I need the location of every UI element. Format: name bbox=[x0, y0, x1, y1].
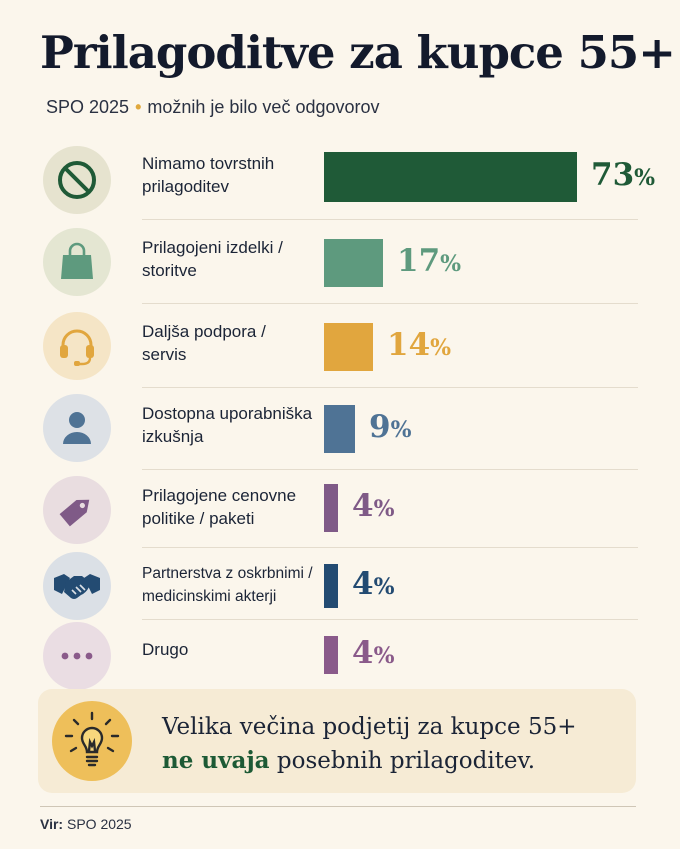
chart-row: Prilagojene cenovne politike / paketi 4% bbox=[0, 472, 680, 548]
bar-category-label: Daljša podpora / servis bbox=[142, 320, 322, 366]
bar bbox=[324, 564, 338, 608]
bar bbox=[324, 239, 383, 287]
bar-category-label: Prilagojene cenovne politike / paketi bbox=[142, 484, 322, 530]
value-percent-sign: % bbox=[440, 251, 462, 277]
category-label-line: izkušnja bbox=[142, 427, 204, 446]
value-number: 14 bbox=[387, 327, 431, 363]
value-number: 17 bbox=[397, 243, 441, 279]
bar-value-label: 73% bbox=[591, 157, 655, 193]
bar-value-label: 4% bbox=[352, 488, 394, 524]
value-percent-sign: % bbox=[373, 574, 395, 600]
footer-divider bbox=[40, 806, 636, 807]
category-label-line: medicinskimi akterji bbox=[142, 588, 277, 605]
bar-value-label: 4% bbox=[352, 635, 394, 671]
subtitle-source: SPO 2025 bbox=[46, 97, 130, 117]
ellipsis-icon bbox=[43, 622, 111, 690]
subtitle-separator-dot: • bbox=[135, 97, 142, 117]
bar-value-label: 17% bbox=[397, 243, 461, 279]
row-divider bbox=[142, 469, 638, 470]
source-label: Vir: bbox=[40, 816, 64, 832]
category-label-line: Prilagojene cenovne bbox=[142, 486, 297, 505]
value-percent-sign: % bbox=[373, 643, 395, 669]
handshake-icon bbox=[43, 552, 111, 620]
subtitle: SPO 2025 • možnih je bilo več odgovorov bbox=[46, 97, 380, 118]
value-number: 9 bbox=[369, 409, 391, 445]
price-tag-icon bbox=[43, 476, 111, 544]
value-number: 4 bbox=[352, 488, 374, 524]
bar bbox=[324, 405, 355, 453]
value-percent-sign: % bbox=[430, 335, 452, 361]
bar-category-label: Dostopna uporabniška izkušnja bbox=[142, 402, 322, 448]
row-divider bbox=[142, 219, 638, 220]
bar bbox=[324, 636, 338, 674]
chart-row: Nimamo tovrstnih prilagoditev 73% bbox=[0, 140, 680, 220]
category-label-line: servis bbox=[142, 345, 187, 364]
bar bbox=[324, 323, 373, 371]
chart-row: Prilagojeni izdelki / storitve 17% bbox=[0, 222, 680, 304]
category-label-line: Drugo bbox=[142, 640, 189, 659]
user-icon bbox=[43, 394, 111, 462]
callout-box: Velika večina podjetij za kupce 55+ ne u… bbox=[38, 689, 636, 793]
row-divider bbox=[142, 547, 638, 548]
callout-line2: posebnih prilagoditev. bbox=[269, 748, 536, 774]
category-label-line: politike / paketi bbox=[142, 509, 255, 528]
value-percent-sign: % bbox=[373, 496, 395, 522]
category-label-line: Partnerstva z oskrbnimi / bbox=[142, 565, 313, 582]
source-note: Vir: SPO 2025 bbox=[40, 816, 132, 832]
lightbulb-icon bbox=[52, 701, 132, 781]
value-percent-sign: % bbox=[634, 165, 656, 191]
value-percent-sign: % bbox=[390, 417, 412, 443]
row-divider bbox=[142, 303, 638, 304]
bar-category-label: Nimamo tovrstnih prilagoditev bbox=[142, 152, 322, 198]
category-label-line: Prilagojeni izdelki / bbox=[142, 238, 283, 257]
row-divider bbox=[142, 387, 638, 388]
bar-value-label: 9% bbox=[369, 409, 411, 445]
bar bbox=[324, 484, 338, 532]
callout-highlight: ne uvaja bbox=[162, 747, 270, 774]
chart-row: Drugo 4% bbox=[0, 622, 680, 690]
category-label-line: Nimamo tovrstnih bbox=[142, 154, 275, 173]
value-number: 73 bbox=[591, 157, 635, 193]
prohibited-icon bbox=[43, 146, 111, 214]
category-label-line: Daljša podpora / bbox=[142, 322, 266, 341]
shopping-bag-icon bbox=[43, 228, 111, 296]
category-label-line: storitve bbox=[142, 261, 197, 280]
bar-value-label: 14% bbox=[387, 327, 451, 363]
bar-category-label: Partnerstva z oskrbnimi / medicinskimi ak… bbox=[142, 562, 322, 608]
category-label-line: prilagoditev bbox=[142, 177, 229, 196]
bar-category-label: Drugo bbox=[142, 638, 322, 661]
headset-icon bbox=[43, 312, 111, 380]
value-number: 4 bbox=[352, 566, 374, 602]
chart-row: Daljša podpora / servis 14% bbox=[0, 306, 680, 388]
callout-text: Velika večina podjetij za kupce 55+ ne u… bbox=[162, 711, 577, 778]
category-label-line: Dostopna uporabniška bbox=[142, 404, 313, 423]
chart-row: Dostopna uporabniška izkušnja 9% bbox=[0, 390, 680, 470]
bar bbox=[324, 152, 577, 202]
subtitle-note: možnih je bilo več odgovorov bbox=[147, 97, 380, 117]
source-value: SPO 2025 bbox=[66, 816, 132, 832]
bar-value-label: 4% bbox=[352, 566, 394, 602]
page-title: Prilagoditve za kupce 55+ bbox=[40, 26, 676, 79]
chart-row: Partnerstva z oskrbnimi / medicinskimi ak… bbox=[0, 550, 680, 620]
row-divider bbox=[142, 619, 638, 620]
callout-line1: Velika večina podjetij za kupce 55+ bbox=[162, 714, 577, 740]
value-number: 4 bbox=[352, 635, 374, 671]
bar-category-label: Prilagojeni izdelki / storitve bbox=[142, 236, 322, 282]
